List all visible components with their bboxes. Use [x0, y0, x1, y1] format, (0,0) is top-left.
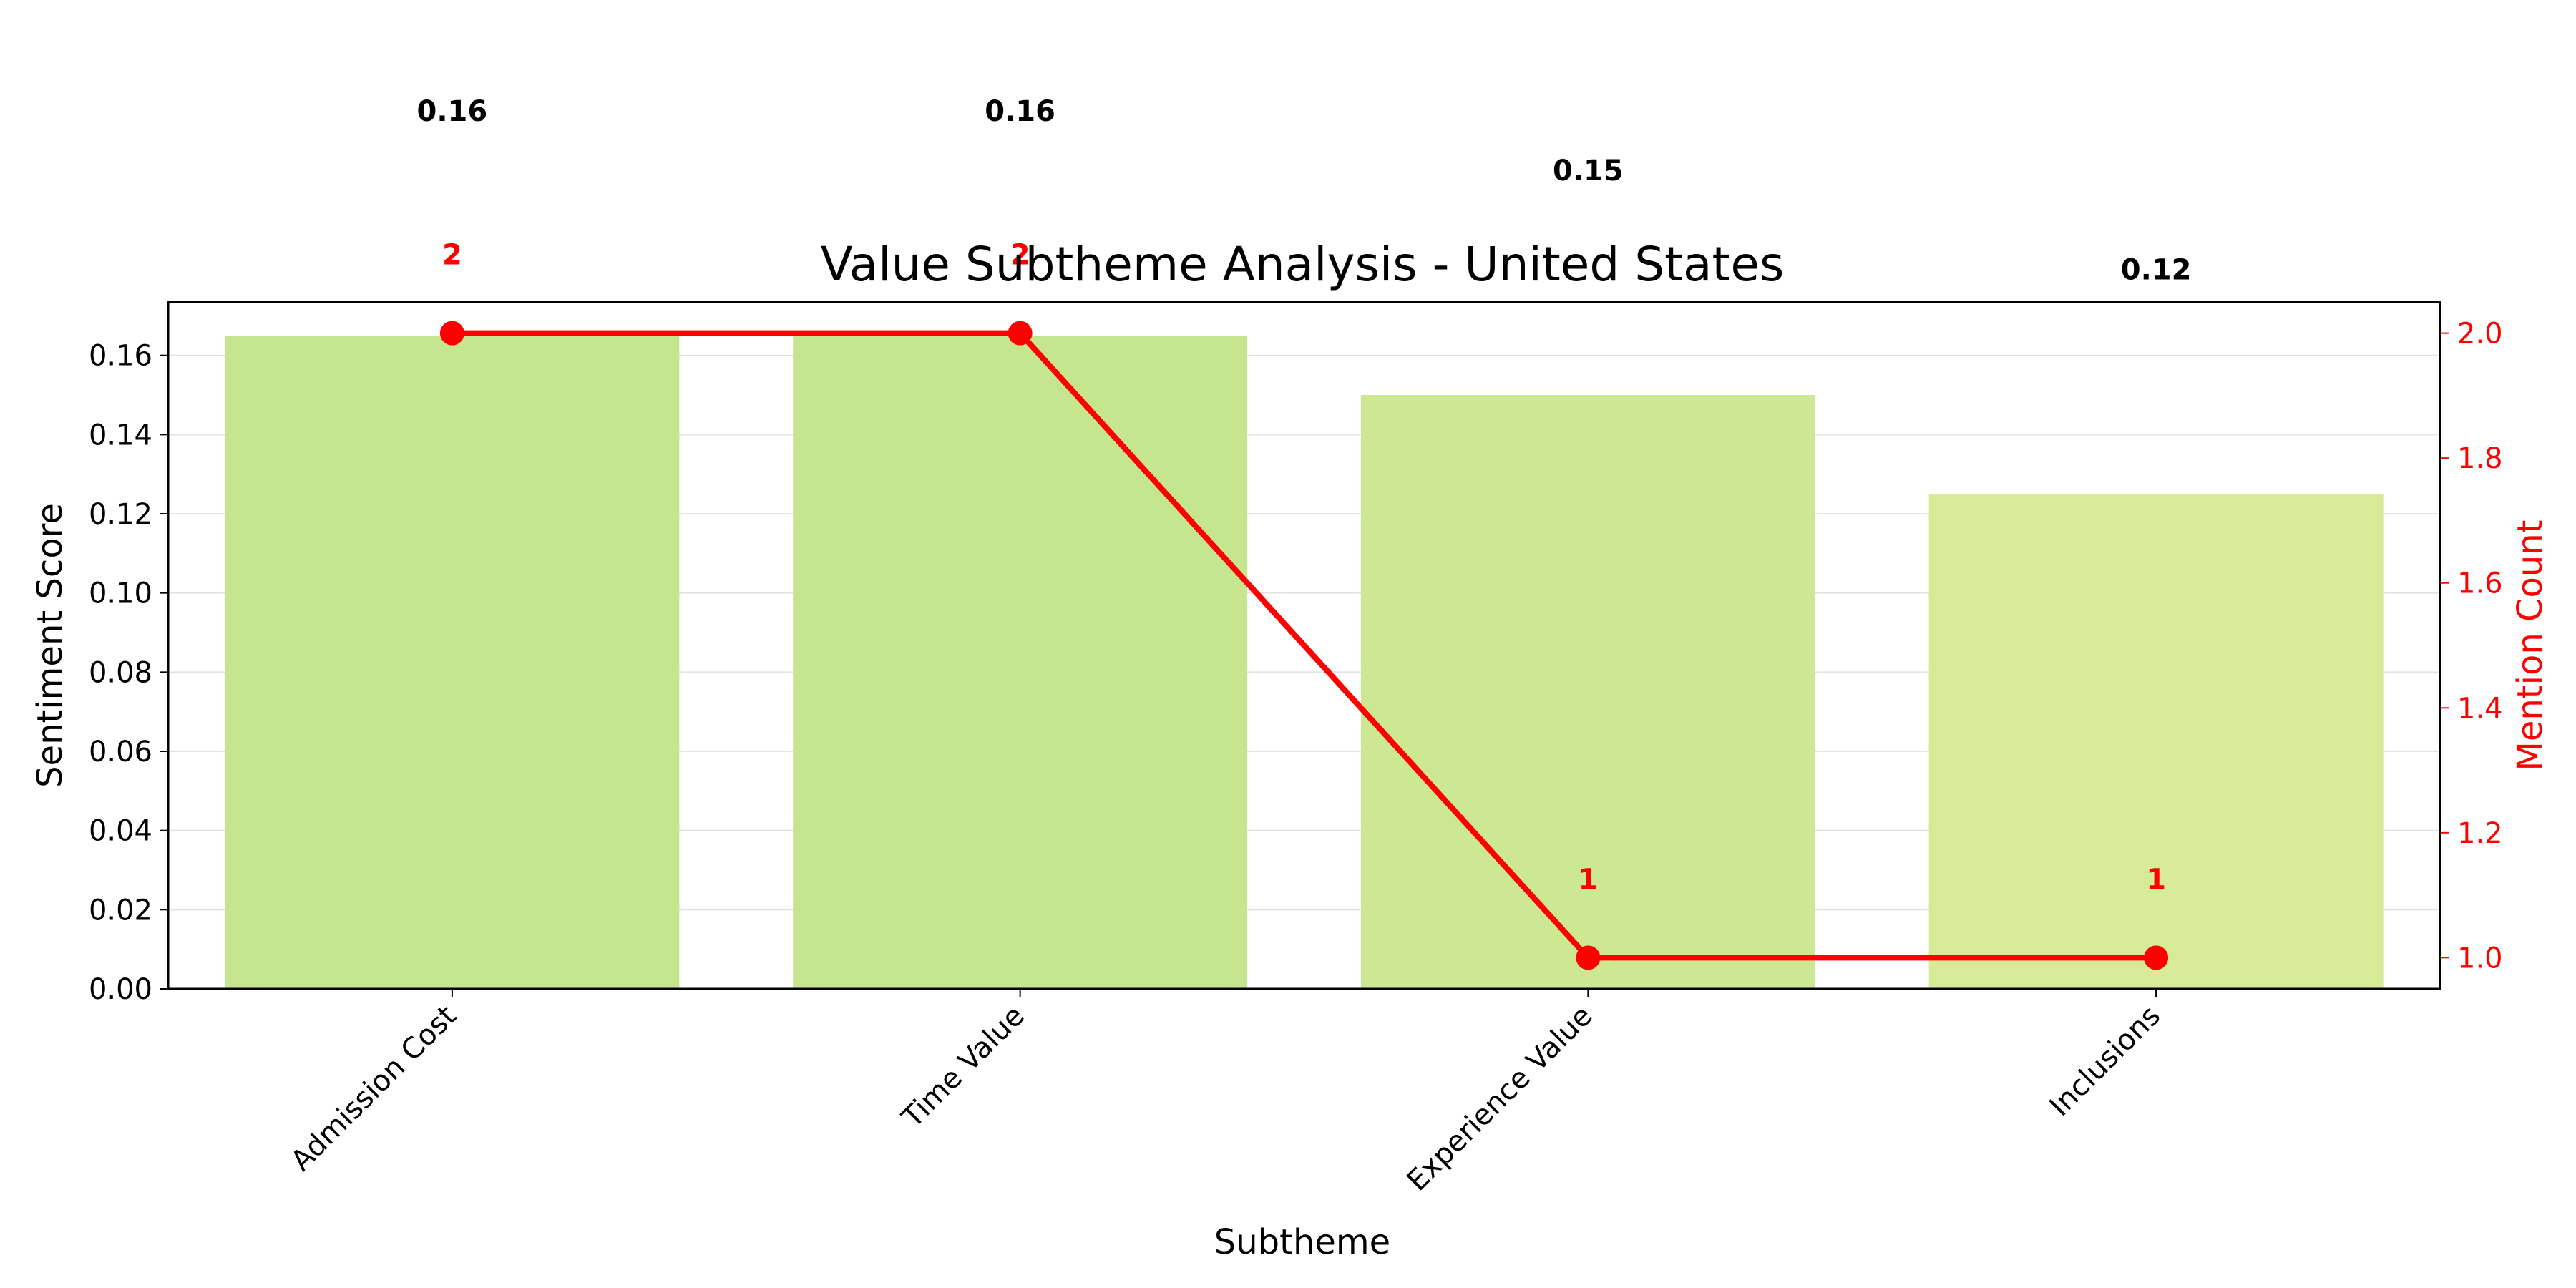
bar-value-label: 0.12	[2121, 253, 2192, 286]
y-tick-label: 0.08	[89, 656, 152, 689]
y-tick-label: 0.06	[89, 736, 152, 769]
y2-axis-title: Mention Count	[2510, 519, 2550, 771]
bar-3	[1928, 494, 2384, 989]
mention-count-line	[439, 321, 2169, 970]
y2-tick-label: 1.8	[2457, 442, 2503, 475]
x-tick-label: Time Value	[896, 1000, 1031, 1135]
x-axis-title: Subtheme	[1214, 1222, 1390, 1262]
y-tick-label: 0.14	[89, 419, 152, 452]
x-tick-label: Admission Cost	[285, 1000, 463, 1178]
count-label: 2	[1010, 239, 1030, 272]
mention-point-3	[2144, 945, 2169, 970]
mention-point-2	[1576, 945, 1601, 970]
mention-line	[452, 330, 2157, 961]
bar-value-label: 0.16	[417, 95, 488, 128]
chart-title: Value Subtheme Analysis - United States	[821, 237, 1785, 292]
y2-tick-label: 1.6	[2457, 567, 2503, 600]
bar-value-label: 0.15	[1553, 155, 1624, 187]
plot-frame	[167, 301, 2441, 990]
count-label: 2	[442, 239, 462, 272]
y-tick-label: 0.00	[89, 973, 152, 1006]
mention-point-0	[439, 321, 464, 346]
mention-point-1	[1008, 321, 1033, 346]
y-tick-label: 0.04	[89, 815, 152, 848]
y-tick-label: 0.12	[89, 498, 152, 531]
y2-tick-label: 1.4	[2457, 692, 2503, 725]
count-label: 1	[2146, 863, 2166, 896]
bar-0	[225, 336, 680, 989]
data-labels: 0.16 0.16 0.15 0.12 2 2 1 1	[417, 95, 2192, 896]
x-tick-label: Experience Value	[1401, 1000, 1599, 1198]
y2-tick-label: 1.2	[2457, 817, 2503, 850]
bar-value-label: 0.16	[985, 95, 1055, 128]
bar-2	[1360, 395, 1815, 989]
bars	[225, 336, 2384, 989]
y-tick-label: 0.16	[89, 340, 152, 373]
count-label: 1	[1578, 863, 1598, 896]
y-tick-label: 0.02	[89, 894, 152, 927]
y-axis-title: Sentiment Score	[30, 503, 70, 788]
x-tick-label: Inclusions	[2043, 1000, 2167, 1123]
y-tick-label: 0.10	[89, 577, 152, 610]
y2-tick-label: 2.0	[2457, 318, 2503, 351]
bar-1	[793, 336, 1248, 989]
y2-tick-label: 1.0	[2457, 942, 2503, 975]
